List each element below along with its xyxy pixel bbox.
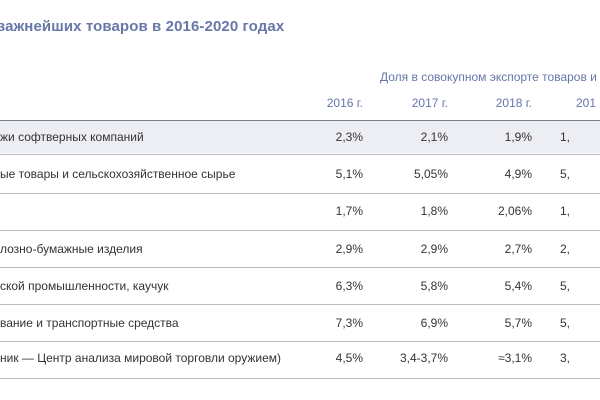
row-label: ской промышленности, каучук: [0, 279, 169, 293]
cell-value-2018: 5,4%: [504, 279, 532, 293]
cell-value-2016: 4,5%: [335, 351, 363, 365]
cell-value-2019: 5,: [560, 279, 571, 293]
cell-value-2019: 2,: [560, 242, 571, 256]
year-header-2016: 2016 г.: [326, 96, 363, 110]
table-row: ник — Центр анализа мировой торговли ору…: [0, 342, 600, 374]
row-label: ые товары и сельскохозяйственное сырье: [0, 167, 236, 181]
row-label: лозно-бумажные изделия: [0, 242, 143, 256]
header-divider: [0, 120, 600, 121]
cell-value-2018: 2,06%: [497, 204, 532, 218]
year-header-2018: 2018 г.: [495, 96, 532, 110]
table-row: ской промышленности, каучук 6,3% 5,8% 5,…: [0, 270, 600, 302]
cell-value-2018: 4,9%: [504, 167, 532, 181]
cell-value-2019: 5,: [560, 316, 571, 330]
cell-value-2016: 7,3%: [335, 316, 363, 330]
cell-value-2018: 5,7%: [504, 316, 532, 330]
cell-value-2018: ≈3,1%: [498, 351, 532, 365]
column-group-header: Доля в совокупном экспорте товаров и: [380, 70, 597, 84]
cell-value-2017: 5,8%: [420, 279, 448, 293]
row-divider: [0, 267, 600, 268]
cell-value-2016: 1,7%: [335, 204, 363, 218]
cell-value-2019: 5,: [560, 167, 571, 181]
table-row: вание и транспортные средства 7,3% 6,9% …: [0, 307, 600, 339]
table-title: важнейших товаров в 2016-2020 годах: [0, 18, 285, 35]
cell-value-2019: 1,: [560, 204, 571, 218]
cell-value-2017: 2,1%: [420, 130, 448, 144]
year-header-2019: 201: [576, 96, 597, 110]
cell-value-2016: 2,3%: [335, 130, 363, 144]
cell-value-2018: 2,7%: [504, 242, 532, 256]
cell-value-2017: 1,8%: [420, 204, 448, 218]
cell-value-2017: 3,4-3,7%: [399, 351, 448, 365]
cell-value-2017: 5,05%: [413, 167, 448, 181]
cell-value-2018: 1,9%: [504, 130, 532, 144]
row-divider: [0, 193, 600, 194]
cell-value-2017: 6,9%: [420, 316, 448, 330]
table-row: жи софтверных компаний 2,3% 2,1% 1,9% 1,: [0, 121, 600, 153]
cell-value-2019: 3,: [560, 351, 571, 365]
row-label: ник — Центр анализа мировой торговли ору…: [0, 351, 282, 365]
table-row: лозно-бумажные изделия 2,9% 2,9% 2,7% 2,: [0, 233, 600, 265]
table-row: ые товары и сельскохозяйственное сырье 5…: [0, 158, 600, 190]
cell-value-2016: 6,3%: [335, 279, 363, 293]
cell-value-2016: 5,1%: [335, 167, 363, 181]
row-label: жи софтверных компаний: [0, 130, 144, 144]
year-header-2017: 2017 г.: [411, 96, 448, 110]
cell-value-2016: 2,9%: [335, 242, 363, 256]
row-divider: [0, 154, 600, 155]
cell-value-2019: 1,: [560, 130, 571, 144]
row-divider: [0, 341, 600, 342]
row-divider: [0, 304, 600, 305]
row-label: вание и транспортные средства: [0, 316, 179, 330]
row-divider: [0, 378, 600, 379]
table-row: 1,7% 1,8% 2,06% 1,: [0, 195, 600, 227]
cell-value-2017: 2,9%: [420, 242, 448, 256]
row-divider: [0, 230, 600, 231]
